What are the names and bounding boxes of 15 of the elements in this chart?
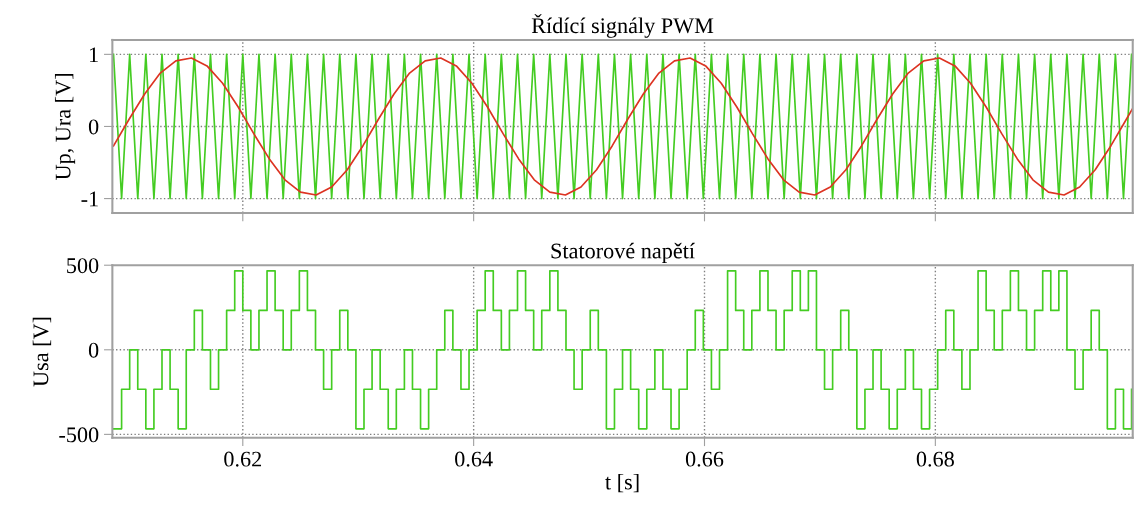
y-tick-label: 1 bbox=[90, 47, 98, 63]
x-tick-label: 0.68 bbox=[916, 451, 954, 467]
y-tick-label: 500 bbox=[67, 258, 99, 274]
y-tick-label: 0 bbox=[88, 342, 99, 358]
x-axis-title: t [s] bbox=[605, 473, 639, 493]
y-axis-title: Usa [V] bbox=[32, 317, 52, 387]
x-tick-label: 0.62 bbox=[224, 451, 262, 467]
x-tick-label: 0.66 bbox=[685, 451, 724, 467]
chart-title: Řídící signály PWM bbox=[531, 13, 714, 38]
y-tick-label: -500 bbox=[59, 427, 99, 443]
y-axis-title: Up, Ura [V] bbox=[54, 74, 76, 180]
y-tick-label: -1 bbox=[81, 191, 98, 207]
x-tick-label: 0.64 bbox=[455, 451, 493, 467]
chart-title: Statorové napětí bbox=[551, 242, 695, 263]
y-tick-label: 0 bbox=[88, 119, 99, 135]
